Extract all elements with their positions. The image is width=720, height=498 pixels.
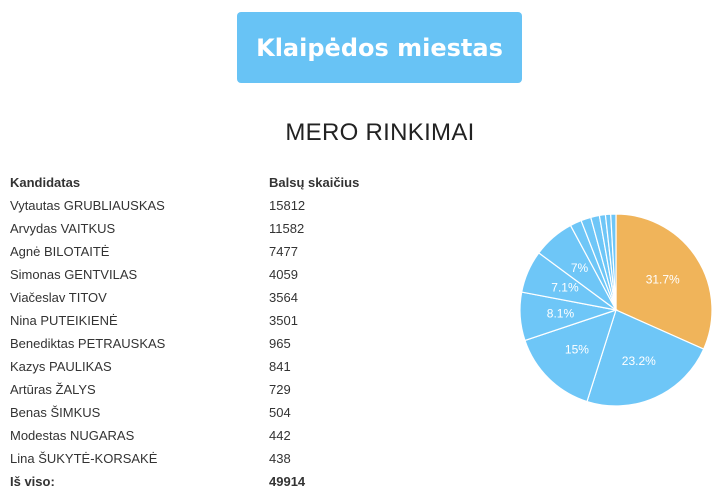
total-label: Iš viso:	[10, 474, 55, 489]
results-table: Kandidatas Balsų skaičius Vytautas GRUBL…	[10, 171, 389, 493]
candidate-name: Arvydas VAITKUS	[10, 221, 116, 236]
header-candidate: Kandidatas	[10, 175, 81, 190]
candidate-votes: 965	[269, 336, 291, 351]
section-title: MERO RINKIMAI	[285, 119, 475, 146]
candidate-votes: 438	[269, 451, 291, 466]
table-row: Lina ŠUKYTĖ-KORSAKĖ 438	[10, 447, 389, 470]
table-row: Benas ŠIMKUS 504	[10, 401, 389, 424]
table-row: Artūras ŽALYS 729	[10, 378, 389, 401]
pie-slice	[586, 309, 705, 407]
candidate-name: Benediktas PETRAUSKAS	[10, 336, 166, 351]
candidate-name: Lina ŠUKYTĖ-KORSAKĖ	[10, 451, 158, 466]
candidate-name: Nina PUTEIKIENĖ	[10, 313, 118, 328]
candidate-name: Simonas GENTVILAS	[10, 267, 138, 282]
candidate-name: Viačeslav TITOV	[10, 290, 107, 305]
candidate-name: Artūras ŽALYS	[10, 382, 96, 397]
table-row: Nina PUTEIKIENĖ 3501	[10, 309, 389, 332]
candidate-name: Kazys PAULIKAS	[10, 359, 112, 374]
candidate-votes: 841	[269, 359, 291, 374]
candidate-name: Benas ŠIMKUS	[10, 405, 101, 420]
pie-slice	[615, 213, 713, 350]
pie-slice	[610, 213, 617, 311]
table-row: Kazys PAULIKAS 841	[10, 355, 389, 378]
table-row: Agnė BILOTAITĖ 7477	[10, 240, 389, 263]
table-row: Benediktas PETRAUSKAS 965	[10, 332, 389, 355]
candidate-votes: 729	[269, 382, 291, 397]
total-votes: 49914	[269, 474, 306, 489]
candidate-name: Modestas NUGARAS	[10, 428, 135, 443]
table-row: Arvydas VAITKUS 11582	[10, 217, 389, 240]
pie-slice-label: 23.2%	[622, 354, 656, 368]
table-row: Viačeslav TITOV 3564	[10, 286, 389, 309]
candidate-votes: 504	[269, 405, 291, 420]
city-button[interactable]: Klaipėdos miestas	[237, 12, 522, 83]
candidate-votes: 15812	[269, 198, 306, 213]
table-header-row: Kandidatas Balsų skaičius	[10, 171, 389, 194]
header-votes: Balsų skaičius	[269, 175, 360, 190]
table-row: Modestas NUGARAS 442	[10, 424, 389, 447]
candidate-votes: 442	[269, 428, 291, 443]
pie-slice-label: 8.1%	[547, 307, 575, 321]
vote-share-pie-chart: 31.7% 23.2% 15% 8.1% 7.1% 7%	[519, 213, 713, 407]
table-row: Simonas GENTVILAS 4059	[10, 263, 389, 286]
pie-slice-label: 15%	[565, 343, 589, 357]
candidate-votes: 3501	[269, 313, 298, 328]
pie-slice-label: 7.1%	[551, 281, 579, 295]
candidate-name: Vytautas GRUBLIAUSKAS	[10, 198, 165, 213]
pie-slice-label: 31.7%	[646, 273, 680, 287]
candidate-votes: 11582	[269, 221, 305, 236]
candidate-votes: 3564	[269, 290, 298, 305]
pie-slice-label: 7%	[571, 261, 589, 275]
table-row: Vytautas GRUBLIAUSKAS 15812	[10, 194, 389, 217]
candidate-name: Agnė BILOTAITĖ	[10, 244, 110, 259]
total-row: Iš viso: 49914	[10, 470, 389, 493]
candidate-votes: 7477	[269, 244, 298, 259]
candidate-votes: 4059	[269, 267, 298, 282]
